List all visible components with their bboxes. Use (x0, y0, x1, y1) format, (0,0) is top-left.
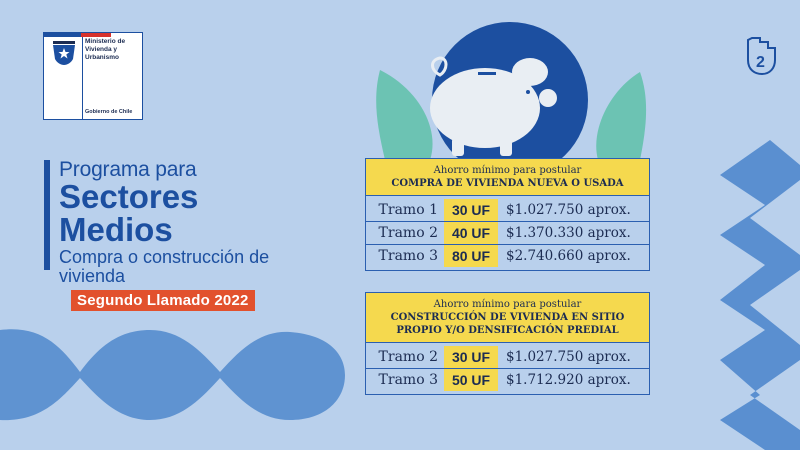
table-header-line2: CONSTRUCCIÓN DE VIVIENDA EN SITIO (390, 312, 625, 323)
table-row: Tramo 3 50 UF $1.712.920 aprox. (366, 369, 649, 391)
coin-slot-shape (478, 72, 496, 75)
logo-blue-bar (44, 33, 81, 37)
tramo-label: Tramo 3 (378, 372, 438, 388)
table-row: Tramo 1 30 UF $1.027.750 aprox. (366, 199, 649, 222)
uf-value: 30 UF (444, 199, 498, 221)
table-body: Tramo 1 30 UF $1.027.750 aprox. Tramo 2 … (365, 196, 650, 271)
uf-value: 80 UF (444, 245, 498, 267)
table-row: Tramo 2 30 UF $1.027.750 aprox. (366, 346, 649, 369)
chile-crest-icon (53, 41, 75, 65)
table-row: Tramo 2 40 UF $1.370.330 aprox. (366, 222, 649, 245)
zigzag-shape (720, 140, 800, 450)
tramo-label: Tramo 2 (378, 225, 438, 241)
program-intro: Programa para (59, 158, 197, 181)
table-header: Ahorro mínimo para postular CONSTRUCCIÓN… (365, 292, 650, 343)
uf-value: 50 UF (444, 369, 498, 391)
amount-value: $1.370.330 aprox. (506, 225, 631, 241)
hand-two-icon (747, 37, 776, 76)
amount-value: $2.740.660 aprox. (506, 248, 631, 264)
table-header-line1: Ahorro mínimo para postular (433, 165, 582, 176)
program-subtitle: Compra o construcción de vivienda (59, 247, 270, 286)
uf-value: 40 UF (444, 222, 498, 244)
savings-table-purchase: Ahorro mínimo para postular COMPRA DE VI… (365, 158, 650, 271)
logo-red-bar (81, 33, 111, 37)
table-header-line3: PROPIO Y/O DENSIFICACIÓN PREDIAL (396, 325, 619, 336)
table-body: Tramo 2 30 UF $1.027.750 aprox. Tramo 3 … (365, 343, 650, 395)
table-header: Ahorro mínimo para postular COMPRA DE VI… (365, 158, 650, 196)
government-label: Gobierno de Chile (85, 109, 133, 115)
amount-value: $1.027.750 aprox. (506, 349, 631, 365)
tramo-label: Tramo 3 (378, 248, 438, 264)
corner-number: 2 (756, 54, 765, 71)
tramo-label: Tramo 1 (378, 202, 438, 218)
program-title: Sectores Medios (59, 180, 198, 246)
piggy-eye-shape (526, 90, 530, 94)
uf-value: 30 UF (444, 346, 498, 368)
program-title-line1: Sectores (59, 178, 199, 215)
call-badge: Segundo Llamado 2022 (71, 290, 255, 311)
ministry-logo: Ministerio de Vivienda y Urbanismo Gobie… (43, 32, 143, 120)
amount-value: $1.712.920 aprox. (506, 372, 631, 388)
leaf-right-shape (596, 72, 647, 160)
table-header-line1: Ahorro mínimo para postular (433, 299, 582, 310)
tramo-label: Tramo 2 (378, 349, 438, 365)
leaf-left-shape (376, 70, 433, 160)
ministry-name: Ministerio de Vivienda y Urbanismo (85, 38, 126, 61)
table-header-line2: COMPRA DE VIVIENDA NUEVA O USADA (391, 178, 624, 189)
table-row: Tramo 3 80 UF $2.740.660 aprox. (366, 245, 649, 267)
program-title-line2: Medios (59, 211, 173, 248)
piggy-bank-icon (430, 56, 557, 156)
savings-table-construction: Ahorro mínimo para postular CONSTRUCCIÓN… (365, 292, 650, 395)
title-accent-bar (44, 160, 50, 270)
blob-chain-shape (0, 329, 345, 421)
amount-value: $1.027.750 aprox. (506, 202, 631, 218)
logo-divider (82, 37, 83, 119)
